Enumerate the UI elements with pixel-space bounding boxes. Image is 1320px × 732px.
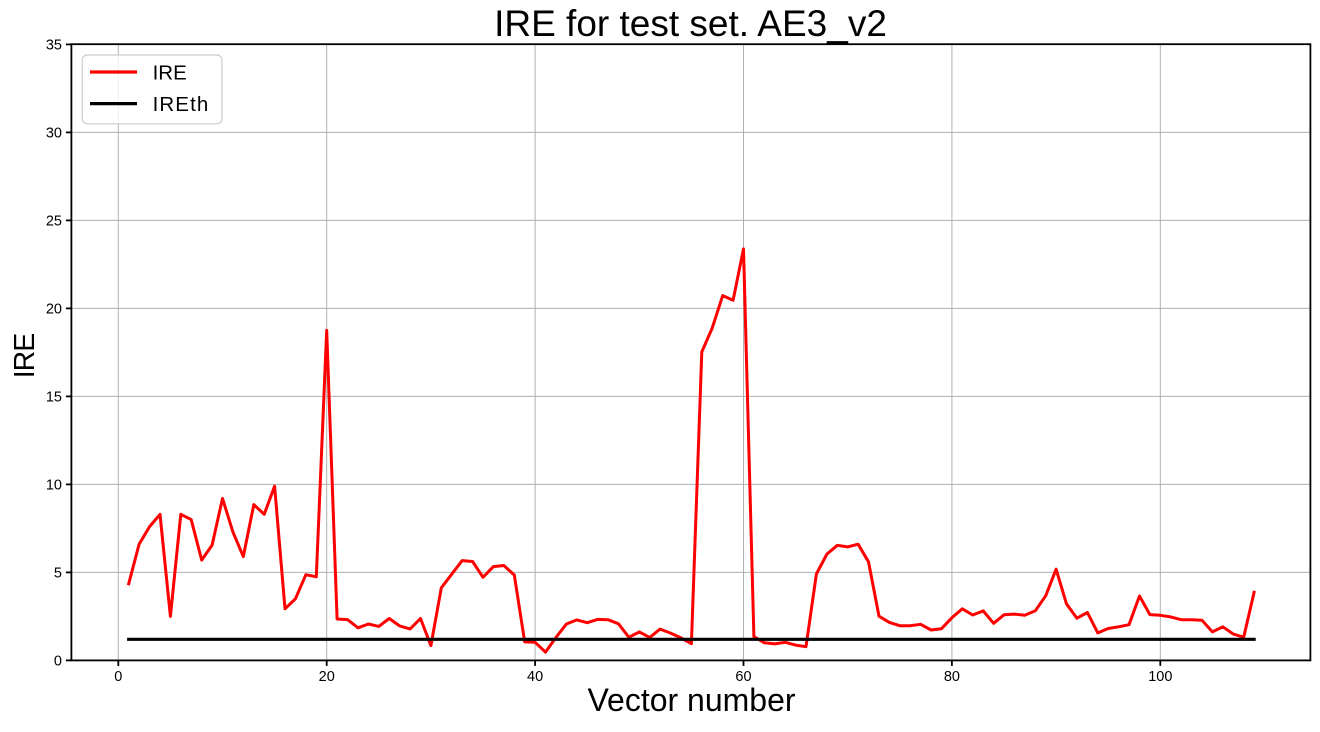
svg-text:60: 60 xyxy=(735,669,751,685)
svg-text:IREth: IREth xyxy=(153,93,210,116)
svg-text:0: 0 xyxy=(114,669,122,685)
svg-text:IRE: IRE xyxy=(153,62,187,85)
svg-text:25: 25 xyxy=(46,214,62,230)
svg-text:5: 5 xyxy=(54,566,62,582)
svg-text:30: 30 xyxy=(46,126,62,142)
svg-text:80: 80 xyxy=(944,669,960,685)
svg-text:35: 35 xyxy=(46,38,62,54)
svg-text:15: 15 xyxy=(46,390,62,406)
svg-text:40: 40 xyxy=(527,669,543,685)
svg-text:20: 20 xyxy=(46,302,62,318)
svg-text:10: 10 xyxy=(46,478,62,494)
svg-text:20: 20 xyxy=(319,669,335,685)
svg-text:IRE for test set. AE3_v2: IRE for test set. AE3_v2 xyxy=(494,3,887,44)
svg-text:100: 100 xyxy=(1148,669,1172,685)
svg-text:0: 0 xyxy=(54,654,62,670)
svg-text:IRE: IRE xyxy=(9,334,41,379)
svg-text:Vector number: Vector number xyxy=(587,682,795,718)
